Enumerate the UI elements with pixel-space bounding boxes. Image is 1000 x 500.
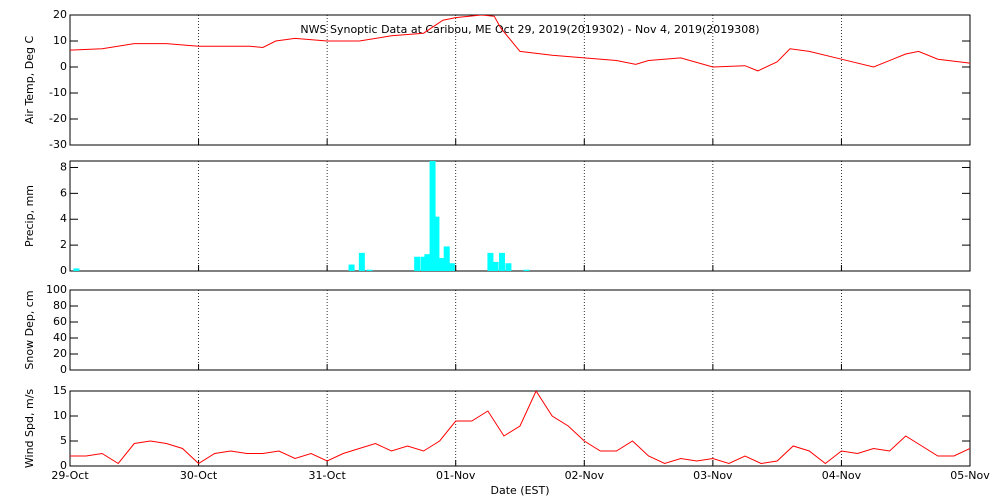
- bar: [366, 269, 373, 271]
- x-tick-label: 30-Oct: [180, 469, 218, 482]
- y-tick-label: 0: [60, 264, 67, 277]
- y-axis-label: Precip, mm: [23, 185, 36, 247]
- bar: [487, 252, 494, 271]
- y-tick-label: 0: [60, 459, 67, 472]
- bar: [492, 261, 499, 271]
- x-tick-label: 05-Nov: [950, 469, 990, 482]
- y-tick-label: 8: [60, 160, 67, 173]
- bar: [414, 256, 421, 271]
- bar: [429, 161, 436, 271]
- bar: [438, 258, 445, 271]
- y-tick-label: -30: [49, 138, 67, 151]
- x-axis-label: Date (EST): [490, 484, 549, 497]
- y-tick-label: 60: [53, 315, 67, 328]
- y-axis-label: Air Temp, Deg C: [23, 36, 36, 125]
- bar: [433, 216, 440, 271]
- bar: [348, 264, 355, 271]
- bar: [424, 254, 431, 271]
- x-tick-label: 03-Nov: [693, 469, 733, 482]
- x-tick-label: 31-Oct: [308, 469, 346, 482]
- y-tick-label: 4: [60, 212, 67, 225]
- chart-title: NWS Synoptic Data at Caribou, ME Oct 29,…: [300, 23, 759, 36]
- y-tick-label: 20: [53, 8, 67, 21]
- y-tick-label: 10: [53, 409, 67, 422]
- plot-frame: [69, 14, 971, 146]
- plot-frame: [69, 160, 971, 272]
- y-tick-label: 100: [46, 283, 67, 296]
- y-tick-label: 80: [53, 299, 67, 312]
- bar: [448, 263, 455, 271]
- y-axis-label: Snow Dep, cm: [23, 290, 36, 369]
- y-tick-label: 0: [60, 60, 67, 73]
- y-tick-label: 20: [53, 347, 67, 360]
- y-axis-label: Wind Spd, m/s: [23, 389, 36, 469]
- y-tick-label: -10: [49, 86, 67, 99]
- y-tick-label: -20: [49, 112, 67, 125]
- bar: [420, 256, 427, 271]
- bar: [505, 263, 512, 271]
- x-tick-label: 29-Oct: [51, 469, 89, 482]
- y-tick-label: 40: [53, 331, 67, 344]
- bar: [358, 252, 365, 271]
- data-line: [70, 391, 970, 465]
- y-tick-label: 15: [53, 384, 67, 397]
- plot-frame: [69, 390, 971, 467]
- y-tick-label: 10: [53, 34, 67, 47]
- plot-frame: [69, 289, 971, 371]
- x-tick-label: 02-Nov: [565, 469, 605, 482]
- bar: [443, 246, 450, 271]
- y-tick-label: 2: [60, 238, 67, 251]
- x-tick-label: 01-Nov: [436, 469, 476, 482]
- bar: [499, 252, 505, 271]
- y-tick-label: 6: [60, 186, 67, 199]
- y-tick-label: 0: [60, 363, 67, 376]
- y-tick-label: 5: [60, 434, 67, 447]
- bar: [73, 268, 80, 271]
- x-tick-label: 04-Nov: [822, 469, 862, 482]
- bar: [523, 269, 530, 271]
- data-line: [70, 15, 970, 72]
